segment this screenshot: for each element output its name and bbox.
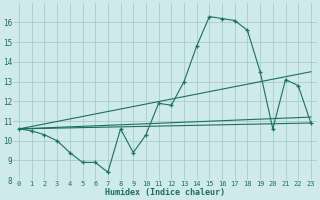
- X-axis label: Humidex (Indice chaleur): Humidex (Indice chaleur): [105, 188, 225, 197]
